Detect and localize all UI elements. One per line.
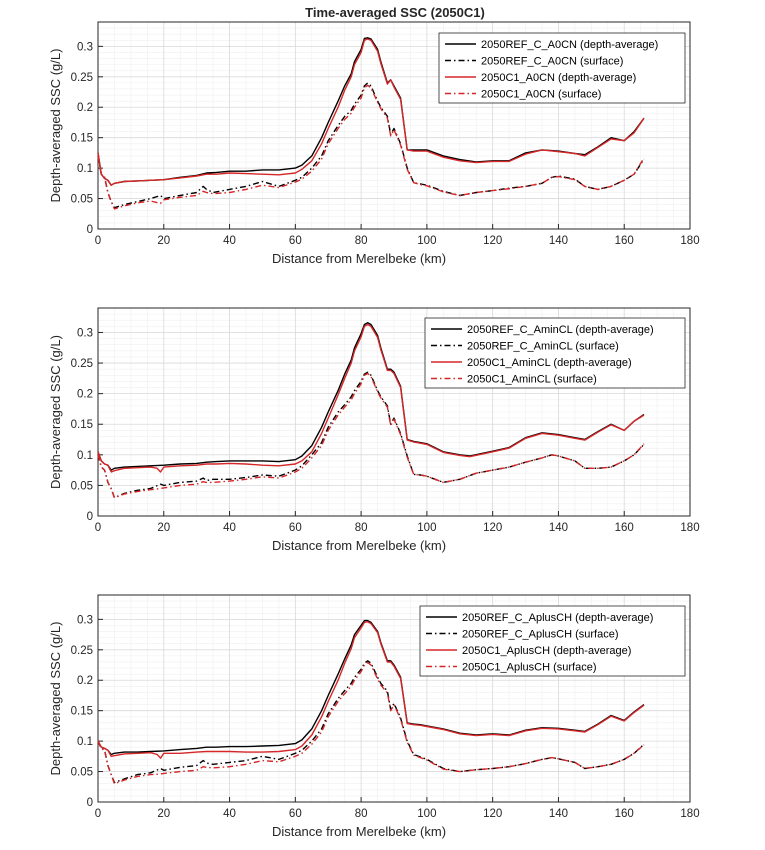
x-tick-label: 160 bbox=[615, 808, 634, 820]
legend: 2050REF_C_AminCL (depth-average) 2050REF_… bbox=[424, 317, 686, 389]
legend-entry: 2050C1_A0CN (depth-average) bbox=[481, 72, 636, 84]
x-tick-label: 80 bbox=[355, 235, 368, 247]
legend-box bbox=[424, 317, 686, 389]
x-axis-label: Distance from Merelbeke (km) bbox=[272, 824, 446, 839]
y-tick-label: 0.25 bbox=[71, 645, 93, 657]
legend-entry: 2050REF_C_A0CN (depth-average) bbox=[481, 39, 658, 51]
legend-entry: 2050C1_AminCL (depth-average) bbox=[467, 357, 632, 369]
y-tick-label: 0.15 bbox=[71, 133, 93, 145]
x-tick-label: 0 bbox=[95, 808, 101, 820]
series-line-3 bbox=[97, 38, 645, 186]
x-tick-label: 0 bbox=[95, 235, 101, 247]
y-tick-label: 0 bbox=[87, 224, 93, 236]
x-tick-label: 40 bbox=[223, 522, 236, 534]
series-line-3 bbox=[97, 621, 645, 759]
chart-panel-2: 0 20 40 60 80 100 120 140 160 180 0 0.05 0.1 0.15 0.2 0… bbox=[48, 307, 700, 553]
x-tick-label: 60 bbox=[289, 235, 302, 247]
x-axis-label: Distance from Merelbeke (km) bbox=[272, 538, 446, 553]
y-tick-label: 0.2 bbox=[77, 675, 93, 687]
x-tick-label: 20 bbox=[157, 808, 170, 820]
axes-box bbox=[97, 21, 691, 230]
x-tick-label: 120 bbox=[483, 522, 502, 534]
x-axis-label: Distance from Merelbeke (km) bbox=[272, 251, 446, 266]
x-tick-label: 100 bbox=[417, 235, 436, 247]
legend-entry: 2050C1_AminCL (surface) bbox=[467, 374, 597, 386]
y-tick-label: 0.3 bbox=[77, 614, 93, 626]
legend-entry: 2050REF_C_AplusCH (surface) bbox=[462, 629, 619, 641]
y-tick-label: 0.15 bbox=[71, 706, 93, 718]
x-tick-label: 140 bbox=[549, 235, 568, 247]
legend-box bbox=[419, 605, 686, 677]
y-tick-label: 0.05 bbox=[71, 767, 93, 779]
y-tick-label: 0.25 bbox=[71, 358, 93, 370]
legend-entry: 2050REF_C_AplusCH (depth-average) bbox=[462, 612, 653, 624]
y-tick-label: 0.3 bbox=[77, 41, 93, 53]
y-tick-label: 0 bbox=[87, 797, 93, 809]
x-tick-label: 100 bbox=[417, 522, 436, 534]
x-tick-label: 180 bbox=[680, 235, 699, 247]
series-line-4 bbox=[97, 372, 645, 499]
x-tick-label: 80 bbox=[355, 808, 368, 820]
legend-entry: 2050REF_C_AminCL (surface) bbox=[467, 341, 619, 353]
y-tick-label: 0 bbox=[87, 511, 93, 523]
x-tick-label: 60 bbox=[289, 808, 302, 820]
x-tick-label: 40 bbox=[223, 235, 236, 247]
x-tick-label: 180 bbox=[680, 522, 699, 534]
y-tick-label: 0.25 bbox=[71, 72, 93, 84]
x-tick-label: 20 bbox=[157, 235, 170, 247]
x-tick-label: 120 bbox=[483, 235, 502, 247]
legend: 2050REF_C_AplusCH (depth-average) 2050REF… bbox=[419, 605, 686, 677]
x-tick-label: 0 bbox=[95, 522, 101, 534]
y-tick-label: 0.2 bbox=[77, 102, 93, 114]
y-axis-label: Depth-averaged SSC (g/L) bbox=[48, 335, 63, 489]
legend-entry: 2050C1_AplusCH (surface) bbox=[462, 662, 597, 674]
legend-entry: 2050REF_C_A0CN (surface) bbox=[481, 56, 623, 68]
x-tick-label: 60 bbox=[289, 522, 302, 534]
legend-entry: 2050REF_C_AminCL (depth-average) bbox=[467, 324, 654, 336]
x-tick-label: 180 bbox=[680, 808, 699, 820]
axes-box bbox=[97, 307, 691, 517]
chart-panel-3: 0 20 40 60 80 100 120 140 160 180 0 0.05 0.1 0.15 0.2 0… bbox=[48, 594, 700, 839]
series-line-2 bbox=[97, 371, 645, 499]
x-tick-label: 120 bbox=[483, 808, 502, 820]
y-tick-label: 0.2 bbox=[77, 389, 93, 401]
y-tick-label: 0.3 bbox=[77, 327, 93, 339]
x-tick-label: 160 bbox=[615, 235, 634, 247]
x-tick-label: 140 bbox=[549, 808, 568, 820]
y-tick-label: 0.1 bbox=[77, 450, 93, 462]
y-tick-label: 0.15 bbox=[71, 419, 93, 431]
y-tick-label: 0.1 bbox=[77, 163, 93, 175]
series-line-4 bbox=[97, 84, 645, 210]
series-line-2 bbox=[97, 660, 645, 784]
y-tick-label: 0.1 bbox=[77, 736, 93, 748]
y-tick-label: 0.05 bbox=[71, 194, 93, 206]
figure-title: Time-averaged SSC (2050C1) bbox=[305, 5, 485, 20]
y-axis-label: Depth-averaged SSC (g/L) bbox=[48, 622, 63, 776]
series-line-4 bbox=[97, 661, 645, 785]
legend: 2050REF_C_A0CN (depth-average) 2050REF_C_… bbox=[438, 32, 686, 104]
y-axis-label: Depth-averaged SSC (g/L) bbox=[48, 49, 63, 203]
legend-entry: 2050C1_AplusCH (depth-average) bbox=[462, 645, 631, 657]
legend-box bbox=[438, 32, 686, 104]
x-tick-label: 80 bbox=[355, 522, 368, 534]
x-tick-label: 100 bbox=[417, 808, 436, 820]
x-tick-label: 20 bbox=[157, 522, 170, 534]
x-tick-label: 160 bbox=[615, 522, 634, 534]
x-tick-label: 40 bbox=[223, 808, 236, 820]
x-tick-label: 140 bbox=[549, 522, 568, 534]
chart-panel-1: 0 20 40 60 80 100 120 140 160 180 0 0.05 0.1 0.15 0.2 0… bbox=[48, 21, 700, 266]
legend-entry: 2050C1_A0CN (surface) bbox=[481, 89, 601, 101]
axes-box bbox=[97, 594, 691, 803]
series-line-3 bbox=[97, 323, 645, 473]
y-tick-label: 0.05 bbox=[71, 480, 93, 492]
